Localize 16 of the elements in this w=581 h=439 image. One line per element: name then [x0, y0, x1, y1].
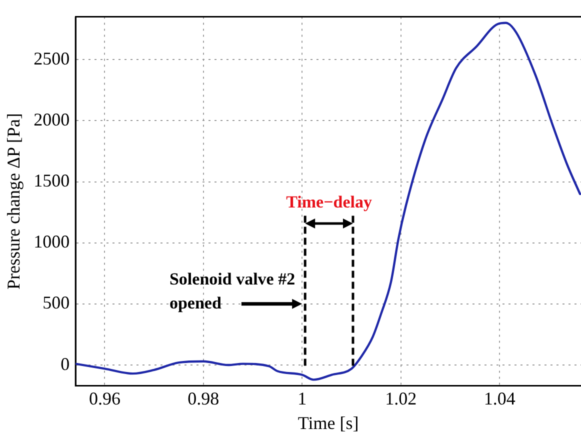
annotation: Time−delay — [286, 192, 372, 212]
x-tick-label: 0.98 — [188, 388, 220, 408]
x-tick-label: 1.02 — [385, 388, 417, 408]
y-tick-label: 500 — [42, 292, 70, 313]
x-axis-title: Time [s] — [298, 412, 359, 433]
y-tick-label: 0 — [60, 354, 70, 374]
x-tick-label: 1.04 — [484, 388, 516, 408]
x-tick-label: 0.96 — [88, 388, 120, 408]
annotation: Solenoid valve #2 opened — [169, 269, 296, 312]
x-tick-label: 1 — [298, 388, 307, 408]
line-series — [76, 22, 581, 381]
y-axis-title: Pressure change ΔP [Pa] — [4, 113, 24, 290]
y-tick-label: 2000 — [34, 109, 70, 130]
y-tick-label: 1000 — [34, 232, 70, 252]
y-tick-label: 1500 — [34, 170, 70, 190]
y-tick-label: 2500 — [34, 48, 70, 68]
